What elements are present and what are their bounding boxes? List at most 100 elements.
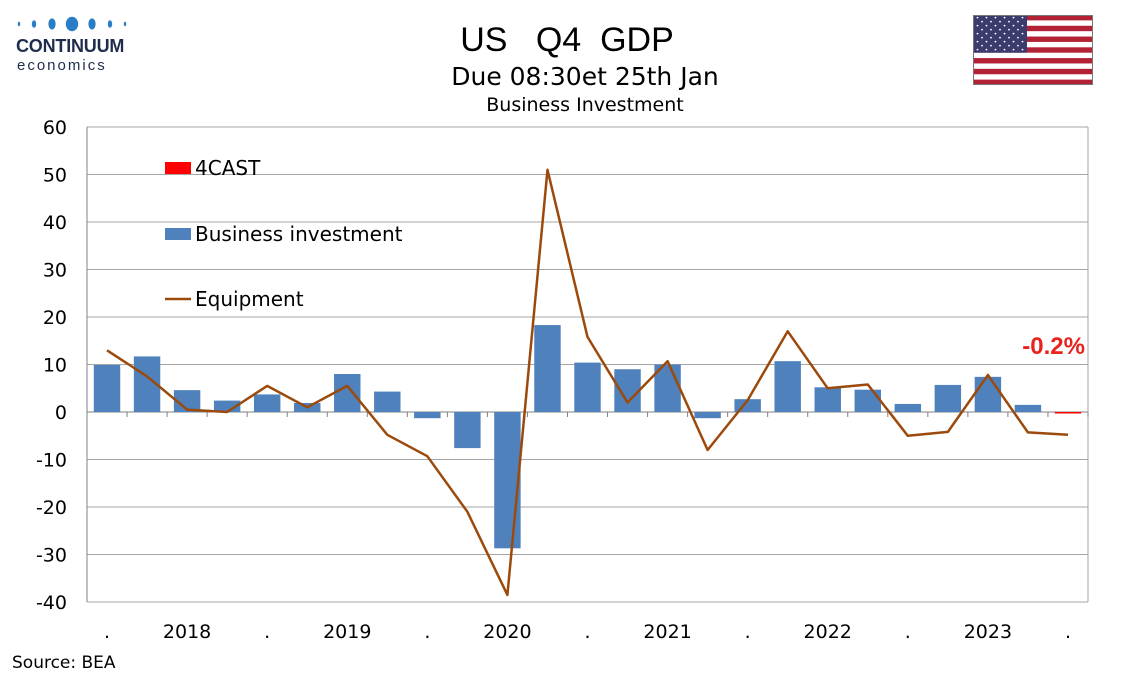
y-tick-label: -30 [36,545,67,567]
flag-star [976,40,979,43]
business-investment-bar [494,412,521,549]
business-investment-bar [173,390,201,412]
grid-lines [87,126,1088,603]
x-tick-label: . [584,621,590,643]
flag-star [1012,24,1015,27]
flag-star [985,48,988,51]
flag-stripe [973,36,1093,42]
flag-star [990,20,992,23]
business-investment-bar [574,362,601,412]
business-investment-bar [334,374,361,412]
legend-swatch [165,228,191,240]
flag-stripe [973,79,1093,85]
business-investment-bar [814,387,841,412]
flag-star [1003,40,1006,43]
flag-star [999,44,1001,47]
page-title: US Q4 GDP [460,21,674,59]
x-tick-label: . [745,621,751,643]
flag-star [1021,16,1024,19]
flag-star [994,40,997,43]
flag-star [999,36,1001,39]
flag-star [985,32,988,35]
business-investment-bar [213,400,241,412]
flag-star [1017,20,1019,23]
legend-swatch [165,162,191,174]
flag-star [999,20,1001,23]
flag-star [1008,28,1010,31]
flag-star [994,16,997,19]
flag-star [1012,16,1015,19]
y-tick-label: -40 [36,592,67,614]
flag-star [990,28,992,31]
flag-star [1012,40,1015,43]
flag-star [981,28,983,31]
flag-star [1021,48,1024,51]
us-flag-icon [973,15,1093,85]
business-investment-bar [854,389,881,412]
x-tick-label: . [264,621,270,643]
business-investment-bar [974,376,1002,412]
x-tick-label: . [1065,621,1071,643]
logo-name: CONTINUUM [16,36,125,56]
legend-label: Business investment [195,222,403,246]
business-investment-bar [694,412,721,419]
tick-labels: 60 50 40 30 20 10 0 -10 -20 -30 -40. 2018. 2019. 2020… [36,117,1071,643]
flag-stripe [973,68,1093,75]
flag-star [981,36,983,39]
flag-star [1008,20,1010,23]
flag-star [1003,48,1006,51]
y-tick-label: 50 [43,165,67,187]
legend-label: Equipment [195,287,304,311]
flag-star [1017,44,1019,47]
equipment-series-line [106,168,1069,597]
flag-star [985,40,988,43]
source-note: Source: BEA [12,653,116,673]
equipment-line [106,168,1069,597]
business-investment-bar [253,394,281,412]
flag-stripe [973,58,1093,64]
y-tick-label: 30 [43,260,67,282]
flag-star [994,48,997,51]
business-investment-bar [614,369,641,412]
x-tick-label: 2022 [804,621,852,643]
y-tick-label: 20 [43,307,67,329]
x-tick-label: 2019 [323,621,371,643]
flag-star [994,32,997,35]
flag-star [976,32,979,35]
y-tick-label: 0 [55,402,67,424]
chart-title: Business Investment [486,94,684,116]
flag-stripe [973,25,1093,32]
logo-dots-icon [17,16,127,32]
x-tick-label: 2020 [483,621,531,643]
business-investment-bar [774,361,801,412]
flag-star [1017,28,1019,31]
y-tick-label: 40 [43,212,67,234]
flag-star [985,16,988,19]
flag-star [976,24,979,27]
flag-star [976,48,979,51]
logo-subtitle: economics [17,57,107,74]
continuum-logo: CONTINUUM economics [14,14,134,74]
x-tick-label: 2021 [643,621,691,643]
x-tick-label: . [424,621,430,643]
flag-star [999,28,1001,31]
y-tick-label: 60 [43,117,67,139]
flag-star [1021,32,1024,35]
forecast-annotation: -0.2% [1022,333,1085,360]
business-investment-bar [654,364,681,412]
business-investment-bar [934,384,962,412]
release-time: Due 08:30et 25th Jan [451,62,719,91]
y-tick-label: -10 [36,450,67,472]
x-tick-label: 2018 [163,621,211,643]
legend: 4CAST Business investment Equipment [165,156,403,311]
business-investment-bar [454,412,481,449]
legend-label: 4CAST [195,156,261,180]
flag-star [1012,32,1015,35]
business-investment-bar [1014,404,1042,412]
flag-stripe [973,15,1093,21]
business-investment-bar [93,364,121,412]
flag-star [1003,16,1006,19]
flag-star [994,24,997,27]
business-investment-bar [414,412,441,419]
